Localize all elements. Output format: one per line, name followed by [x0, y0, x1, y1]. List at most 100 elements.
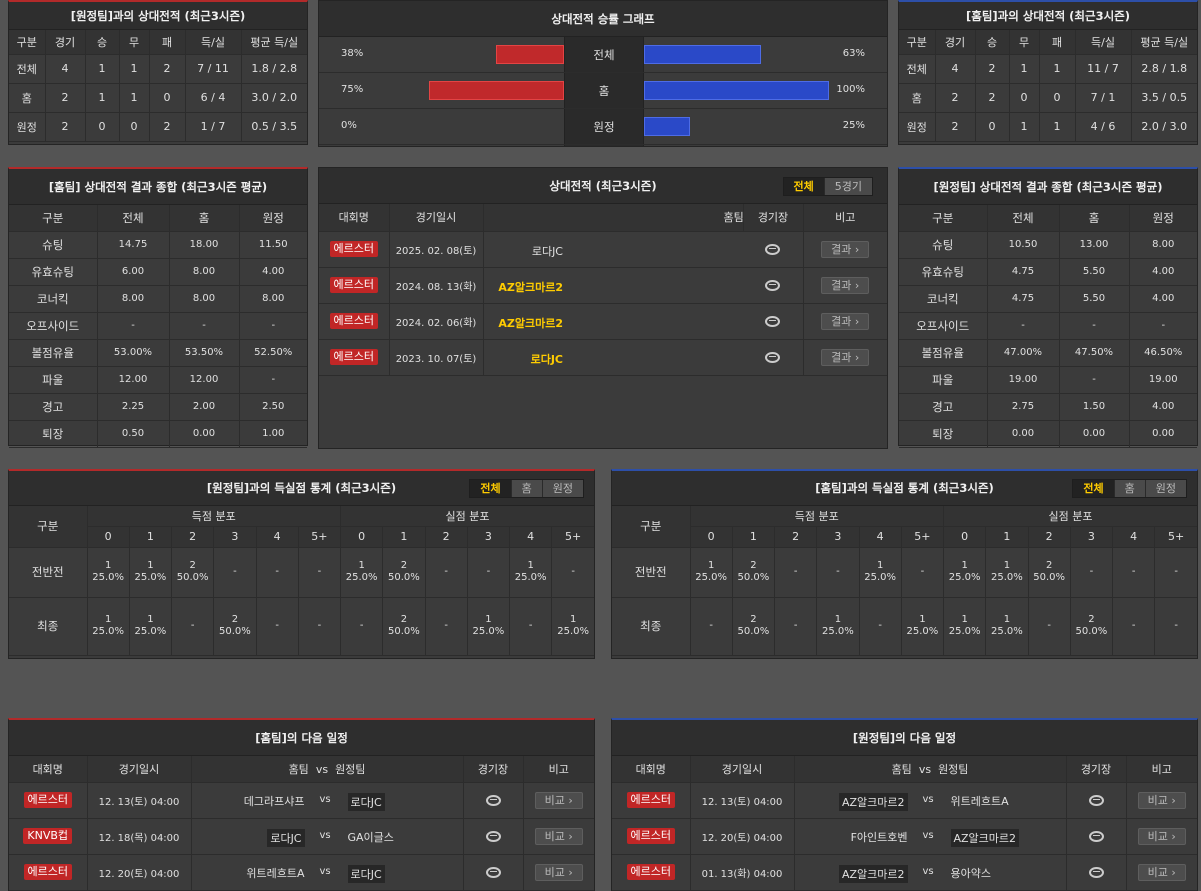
- cell: 46.50%: [1129, 339, 1197, 367]
- cell: 6.00: [97, 258, 170, 286]
- league-badge[interactable]: KNVB컵: [23, 828, 73, 844]
- league-badge[interactable]: 에르스터: [329, 313, 378, 329]
- result-button[interactable]: 결과 ›: [821, 312, 870, 330]
- record-table: 구분 경기 승 무 패 득/실 평균 득/실 전체 4 1 1 2 7 / 11 1.8 / 2.8 홈 2 1…: [9, 30, 307, 142]
- compare-button[interactable]: 비교 ›: [1137, 863, 1186, 881]
- league-badge[interactable]: 에르스터: [23, 864, 72, 880]
- home-team[interactable]: AZ알크마르2: [838, 792, 908, 811]
- result-button[interactable]: 결과 ›: [821, 348, 870, 366]
- stadium-icon[interactable]: [485, 831, 501, 842]
- league-badge[interactable]: 에르스터: [23, 792, 72, 808]
- compare-button[interactable]: 비교 ›: [534, 827, 583, 845]
- cell: 7 / 1: [1075, 83, 1132, 113]
- league-badge[interactable]: 에르스터: [626, 828, 675, 844]
- away-team[interactable]: 로다JC: [347, 864, 385, 883]
- concede-dist-header: 실점 분포: [340, 506, 594, 527]
- stadium-icon[interactable]: [1088, 831, 1104, 842]
- stadium-icon[interactable]: [765, 244, 781, 255]
- toggle-away[interactable]: 원정: [1155, 482, 1176, 495]
- table-row: 오프사이드 - - -: [9, 312, 307, 340]
- table-row: 코너킥 4.75 5.50 4.00: [899, 285, 1197, 313]
- home-team[interactable]: AZ알크마르2: [838, 864, 908, 883]
- home-team[interactable]: F아인트호벤: [850, 830, 908, 844]
- summary-table: 구분 전체 홈 원정 슈팅 14.75 18.00 11.50 유효슈팅 6.00 8.00 4.00…: [9, 205, 307, 448]
- result-button[interactable]: 결과 ›: [821, 276, 870, 294]
- stadium-cell: [463, 818, 524, 855]
- cell: 2: [45, 83, 86, 113]
- home-team[interactable]: AZ알크마르2: [498, 280, 563, 294]
- league-badge[interactable]: 에르스터: [329, 277, 378, 293]
- away-team[interactable]: AZ알크마르2: [950, 828, 1020, 847]
- toggle-away[interactable]: 원정: [552, 482, 573, 495]
- league-badge[interactable]: 에르스터: [329, 241, 378, 257]
- cell: 0.00: [169, 420, 240, 448]
- stadium-cell: [463, 782, 524, 819]
- dist-percent: 25.0%: [906, 626, 939, 637]
- column-header: 경기장: [1066, 756, 1127, 783]
- toggle-all[interactable]: 전체: [1073, 480, 1115, 497]
- table-row: 오프사이드 - - -: [899, 312, 1197, 340]
- dist-count: -: [444, 620, 448, 631]
- stadium-icon[interactable]: [485, 867, 501, 878]
- match-teams: 데그라프샤프 vs 로다JC: [191, 782, 464, 819]
- away-team[interactable]: 용아약스: [950, 866, 991, 880]
- stadium-icon[interactable]: [765, 280, 781, 291]
- home-team[interactable]: 로다JC: [531, 244, 563, 258]
- stadium-icon[interactable]: [485, 795, 501, 806]
- home-team[interactable]: 데그라프샤프: [243, 794, 305, 808]
- bin-header: 3: [1070, 526, 1114, 548]
- column-header: 경기장: [743, 204, 804, 232]
- home-team[interactable]: AZ알크마르2: [498, 316, 563, 330]
- away-summary-panel: [원정팀] 상대전적 결과 종합 (최근3시즌 평균) 구분 전체 홈 원정 슈팅 10.…: [898, 167, 1198, 448]
- dist-count: -: [444, 566, 448, 577]
- cell: 1: [1009, 54, 1040, 84]
- dist-cell: -: [1112, 547, 1156, 598]
- away-team[interactable]: GA이글스: [347, 830, 394, 844]
- stadium-icon[interactable]: [765, 352, 781, 363]
- away-team[interactable]: 로다JC: [347, 792, 385, 811]
- result-button[interactable]: 결과 ›: [821, 240, 870, 258]
- toggle-home[interactable]: 홈: [512, 480, 543, 497]
- home-team[interactable]: 위트레흐트A: [246, 866, 305, 880]
- home-team[interactable]: 로다JC: [267, 828, 305, 847]
- cell: 0.00: [1129, 420, 1197, 448]
- away-team[interactable]: 위트레흐트A: [950, 794, 1009, 808]
- stadium-icon[interactable]: [1088, 867, 1104, 878]
- league-badge[interactable]: 에르스터: [626, 864, 675, 880]
- toggle-all[interactable]: 전체: [783, 178, 825, 195]
- match-teams: 로다JC 3 - 3 AZ알크마르2: [483, 231, 743, 268]
- bin-header: 4: [256, 526, 299, 548]
- column-header: 대회명: [612, 756, 691, 783]
- home-winrate-bar: [644, 117, 690, 136]
- panel-title: [홈팀] 상대전적 결과 종합 (최근3시즌 평균): [9, 169, 307, 205]
- graph-row-label: 홈: [598, 84, 610, 98]
- cell: 5.50: [1059, 258, 1130, 286]
- toggle-home[interactable]: 홈: [1115, 480, 1146, 497]
- compare-button[interactable]: 비교 ›: [1137, 791, 1186, 809]
- stadium-cell: [743, 339, 804, 376]
- cell: 18.00: [169, 231, 240, 259]
- home-team[interactable]: 로다JC: [530, 352, 563, 366]
- stadium-icon[interactable]: [765, 316, 781, 327]
- dist-cell: -: [859, 597, 902, 656]
- league-badge[interactable]: 에르스터: [329, 349, 378, 365]
- cell: -: [1059, 366, 1130, 394]
- column-header: 패: [1039, 30, 1076, 55]
- compare-button[interactable]: 비교 ›: [1137, 827, 1186, 845]
- bin-header: 5+: [551, 526, 594, 548]
- match-date: 2023. 10. 07(토): [389, 339, 484, 376]
- league-badge[interactable]: 에르스터: [626, 792, 675, 808]
- stadium-icon[interactable]: [1088, 795, 1104, 806]
- dist-cell: -: [425, 597, 468, 656]
- toggle-all[interactable]: 전체: [470, 480, 512, 497]
- dist-percent: 25.0%: [990, 572, 1023, 583]
- compare-button[interactable]: 비교 ›: [534, 863, 583, 881]
- dist-count: -: [233, 566, 237, 577]
- cell: 8.00: [239, 285, 307, 313]
- compare-button[interactable]: 비교 ›: [534, 791, 583, 809]
- toggle-5games[interactable]: 5경기: [834, 180, 862, 193]
- home-summary-panel: [홈팀] 상대전적 결과 종합 (최근3시즌 평균) 구분 전체 홈 원정 슈팅 14.7…: [8, 167, 308, 448]
- table-row: 유효슈팅 4.75 5.50 4.00: [899, 258, 1197, 286]
- dist-count: 1: [961, 560, 968, 571]
